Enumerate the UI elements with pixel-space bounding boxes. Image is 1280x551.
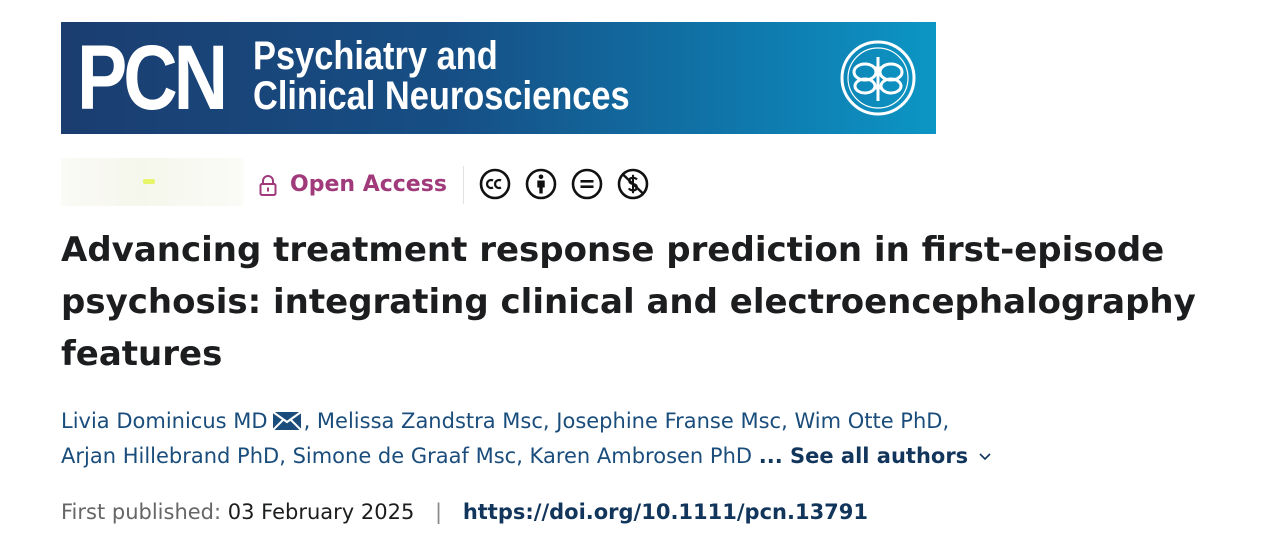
lock-icon: [259, 175, 277, 196]
faded-badge: [61, 158, 243, 206]
see-all-authors-button[interactable]: ... See all authors: [759, 444, 992, 468]
attribution-icon[interactable]: [525, 168, 557, 200]
author-link[interactable]: Livia Dominicus MD: [61, 409, 268, 433]
journal-banner[interactable]: PCN Psychiatry and Clinical Neuroscience…: [61, 22, 936, 134]
no-derivatives-icon[interactable]: [571, 168, 603, 200]
journal-name-line2: Clinical Neurosciences: [253, 74, 630, 118]
journal-abbreviation: PCN: [77, 27, 228, 129]
journal-name-line1: Psychiatry and: [253, 34, 498, 78]
access-row: Open Access: [61, 158, 761, 210]
chevron-down-icon: [979, 453, 991, 461]
separator: |: [435, 500, 443, 524]
faded-badge-mark: [143, 179, 155, 184]
author-link[interactable]: Josephine Franse Msc: [556, 409, 782, 433]
society-emblem-icon: [840, 40, 916, 116]
journal-name: Psychiatry and Clinical Neurosciences: [253, 36, 630, 116]
first-published-label: First published:: [61, 500, 222, 524]
author-link[interactable]: Melissa Zandstra Msc: [316, 409, 543, 433]
author-link[interactable]: Wim Otte PhD: [794, 409, 943, 433]
mail-icon[interactable]: [271, 411, 302, 431]
publication-date: 03 February 2025: [227, 500, 415, 524]
doi-link[interactable]: https://doi.org/10.1111/pcn.13791: [462, 500, 869, 524]
see-all-authors-label: ... See all authors: [758, 444, 969, 468]
open-access-label: Open Access: [290, 172, 447, 197]
author-link[interactable]: Karen Ambrosen PhD: [529, 444, 753, 468]
creative-commons-icon[interactable]: [479, 168, 511, 200]
author-link[interactable]: Simone de Graaf Msc: [292, 444, 517, 468]
publication-info: First published: 03 February 2025 | http…: [61, 500, 868, 524]
author-link[interactable]: Arjan Hillebrand PhD: [61, 444, 280, 468]
author-list: Livia Dominicus MD, Melissa Zandstra Msc…: [61, 404, 1161, 474]
divider: [463, 166, 464, 204]
non-commercial-icon[interactable]: [617, 168, 649, 200]
article-title: Advancing treatment response prediction …: [61, 230, 1196, 374]
